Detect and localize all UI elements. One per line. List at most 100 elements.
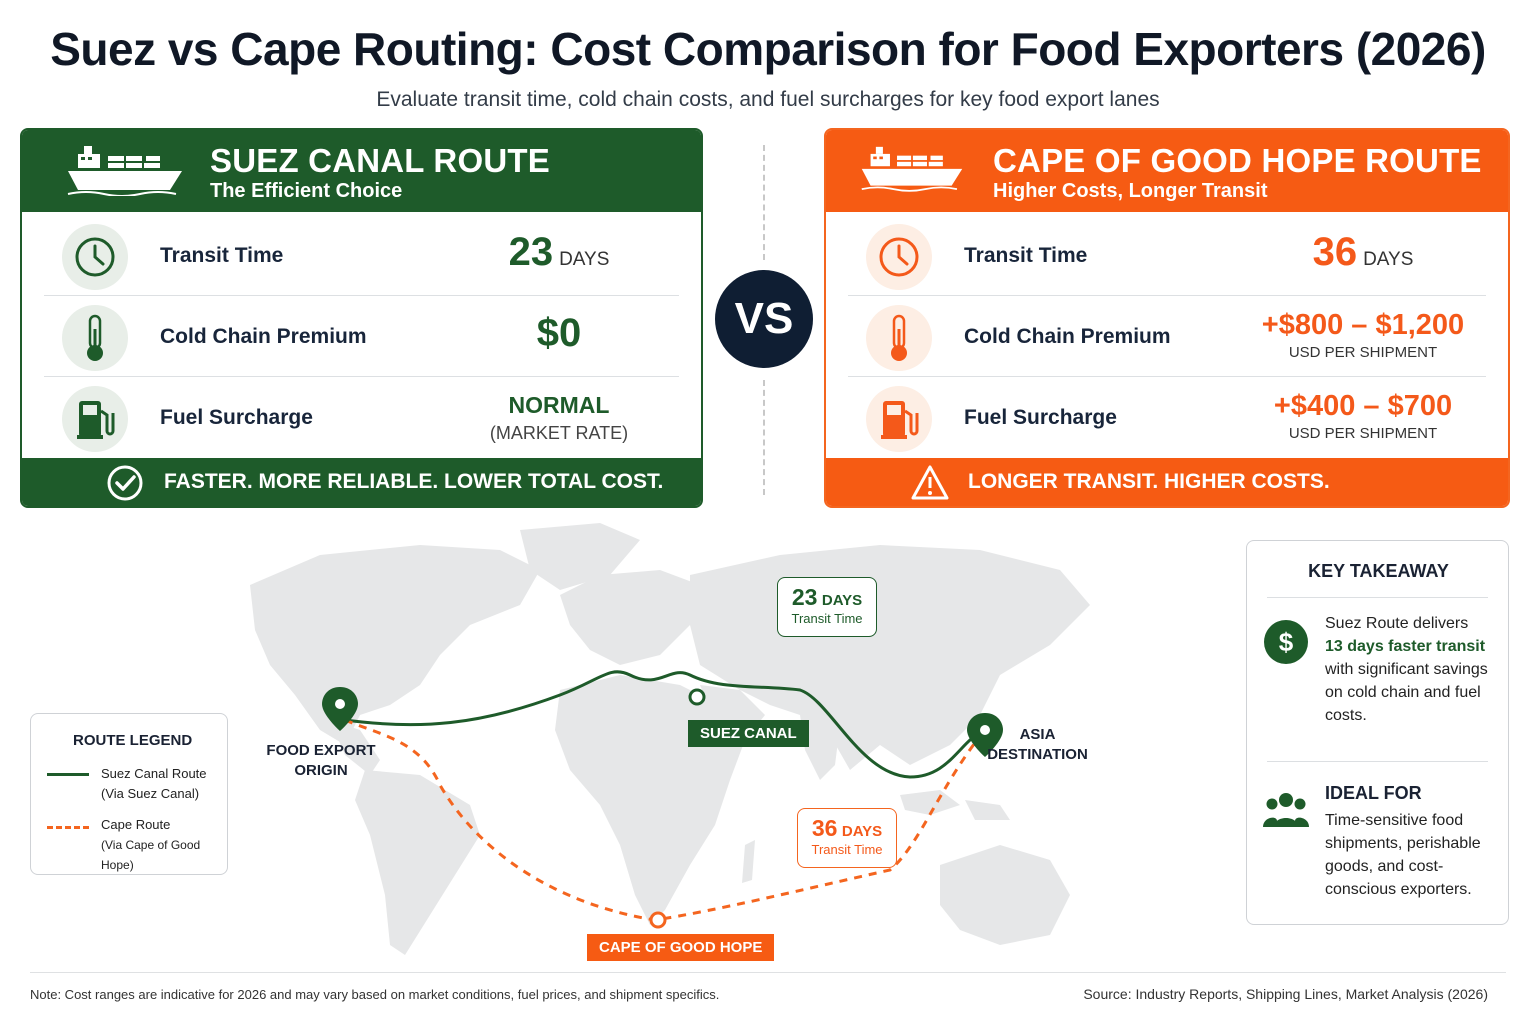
cape-fuel-label: Fuel Surcharge: [964, 406, 1117, 429]
cape-fuel-row: Fuel Surcharge +$400 – $700 USD PER SHIP…: [848, 378, 1486, 458]
cape-marker: [649, 911, 667, 929]
cape-fuel-value: +$400 – $700: [1273, 390, 1453, 422]
suez-cold-row: Cold Chain Premium $0: [44, 297, 679, 377]
map-pin-icon: [967, 713, 1003, 757]
origin-label: FOOD EXPORT ORIGIN: [266, 741, 376, 781]
cape-cold-value: +$800 – $1,200: [1261, 309, 1465, 341]
suez-canal-marker: [688, 688, 706, 706]
cape-card-subtitle: Higher Costs, Longer Transit: [993, 180, 1268, 202]
suez-canal-tag: SUEZ CANAL: [688, 720, 809, 747]
legend-cape-entry: Cape Route (Via Cape of Good Hope): [101, 815, 227, 875]
dollar-icon: $: [1264, 620, 1308, 664]
suez-cold-value-box: $0: [424, 311, 694, 356]
suez-footer-text: FASTER. MORE RELIABLE. LOWER TOTAL COST.: [164, 470, 664, 493]
footer-note: Note: Cost ranges are indicative for 202…: [30, 987, 720, 1002]
cape-of-good-hope-tag: CAPE OF GOOD HOPE: [587, 934, 775, 961]
cape-callout-unit: DAYS: [841, 823, 883, 840]
warning-icon: [911, 465, 949, 500]
destination-label-line1: ASIA: [1019, 726, 1056, 743]
suez-fuel-label: Fuel Surcharge: [160, 406, 313, 429]
suez-fuel-row: Fuel Surcharge NORMAL (MARKET RATE): [44, 378, 679, 458]
clock-icon: [62, 224, 128, 290]
fuel-pump-icon: [62, 386, 128, 452]
suez-transit-callout: 23 DAYS Transit Time: [777, 577, 877, 637]
takeaway-divider: [1267, 761, 1488, 762]
cape-callout-days: 36: [811, 815, 838, 841]
page-title: Suez vs Cape Routing: Cost Comparison fo…: [50, 23, 1486, 75]
cape-transit-unit: DAYS: [1363, 249, 1414, 270]
cape-fuel-value-box: +$400 – $700 USD PER SHIPMENT: [1228, 390, 1498, 442]
cape-cold-label: Cold Chain Premium: [964, 325, 1171, 348]
cape-card-footer: LONGER TRANSIT. HIGHER COSTS.: [826, 458, 1508, 506]
fuel-pump-icon: [866, 386, 932, 452]
origin-label-line1: FOOD EXPORT: [266, 742, 376, 759]
footer-source: Source: Industry Reports, Shipping Lines…: [1083, 986, 1488, 1002]
clock-icon: [866, 224, 932, 290]
thermometer-icon: [866, 305, 932, 371]
cape-transit-days: 36: [1312, 230, 1358, 274]
origin-label-line2: ORIGIN: [294, 762, 348, 779]
cape-cold-value-box: +$800 – $1,200 USD PER SHIPMENT: [1228, 309, 1498, 361]
suez-cold-value: $0: [536, 311, 582, 355]
cape-route-card: CAPE OF GOOD HOPE ROUTE Higher Costs, Lo…: [824, 128, 1510, 508]
cape-card-header: CAPE OF GOOD HOPE ROUTE Higher Costs, Lo…: [826, 130, 1508, 212]
suez-card-title: SUEZ CANAL ROUTE: [210, 142, 550, 179]
legend-suez-name: Suez Canal Route: [101, 766, 207, 781]
destination-label: ASIA DESTINATION: [985, 725, 1090, 765]
check-circle-icon: [107, 465, 143, 501]
cape-callout-text: Transit Time: [811, 842, 883, 857]
center-divider-top: [763, 145, 765, 260]
suez-fuel-value: NORMAL: [508, 392, 610, 418]
legend-suez-entry: Suez Canal Route (Via Suez Canal): [101, 764, 207, 804]
suez-callout-days: 23: [791, 584, 818, 610]
cape-fuel-note: USD PER SHIPMENT: [1288, 425, 1438, 442]
cape-cold-row: Cold Chain Premium +$800 – $1,200 USD PE…: [848, 297, 1486, 377]
people-icon: [1263, 793, 1309, 827]
page-subtitle: Evaluate transit time, cold chain costs,…: [376, 88, 1160, 111]
cape-card-title: CAPE OF GOOD HOPE ROUTE: [993, 142, 1482, 179]
suez-transit-label: Transit Time: [160, 244, 284, 267]
ship-icon: [67, 146, 182, 196]
suez-fuel-note: (MARKET RATE): [489, 423, 629, 443]
legend-cape-name: Cape Route: [101, 817, 171, 832]
suez-callout-text: Transit Time: [791, 611, 863, 626]
destination-label-line2: DESTINATION: [987, 746, 1088, 763]
center-divider-bottom: [763, 380, 765, 495]
ship-icon: [861, 146, 963, 192]
suez-callout-unit: DAYS: [821, 592, 863, 609]
cape-transit-value: 36 DAYS: [1228, 230, 1498, 275]
suez-fuel-value-box: NORMAL (MARKET RATE): [424, 392, 694, 444]
takeaway-summary: Suez Route delivers 13 days faster trans…: [1325, 612, 1505, 727]
footer-divider: [30, 972, 1506, 973]
cape-transit-label: Transit Time: [964, 244, 1088, 267]
legend-cape-sub: (Via Cape of Good Hope): [101, 838, 201, 872]
suez-card-subtitle: The Efficient Choice: [210, 180, 403, 202]
takeaway-divider: [1267, 597, 1488, 598]
suez-card-footer: FASTER. MORE RELIABLE. LOWER TOTAL COST.: [22, 458, 701, 506]
suez-route-line: [344, 670, 986, 779]
routes-overlay: [322, 670, 1003, 929]
thermometer-icon: [62, 305, 128, 371]
vs-badge: VS: [715, 270, 813, 368]
cape-transit-row: Transit Time 36 DAYS: [848, 216, 1486, 296]
legend-title: ROUTE LEGEND: [73, 732, 193, 749]
svg-text:$: $: [1279, 627, 1294, 657]
route-legend: ROUTE LEGEND Suez Canal Route (Via Suez …: [30, 713, 228, 875]
takeaway-line1: Suez Route delivers: [1325, 615, 1469, 632]
suez-cold-label: Cold Chain Premium: [160, 325, 367, 348]
suez-route-card: SUEZ CANAL ROUTE The Efficient Choice Tr…: [20, 128, 703, 508]
ideal-for-text: Time-sensitive food shipments, perishabl…: [1325, 812, 1481, 898]
cape-transit-callout: 36 DAYS Transit Time: [797, 808, 897, 868]
ideal-for-title: IDEAL FOR: [1325, 783, 1422, 803]
map-pin-icon: [322, 687, 358, 731]
suez-transit-row: Transit Time 23 DAYS: [44, 216, 679, 296]
cape-cold-note: USD PER SHIPMENT: [1288, 344, 1438, 361]
key-takeaway-panel: KEY TAKEAWAY $ Suez Route delivers 13 da…: [1246, 540, 1509, 925]
takeaway-line2: with significant savings on cold chain a…: [1325, 661, 1488, 724]
legend-cape-swatch: [47, 826, 89, 829]
suez-transit-value: 23 DAYS: [424, 230, 694, 275]
takeaway-highlight: 13 days faster transit: [1325, 638, 1486, 655]
suez-transit-days: 23: [508, 230, 554, 274]
cape-footer-text: LONGER TRANSIT. HIGHER COSTS.: [968, 470, 1330, 493]
suez-transit-unit: DAYS: [559, 249, 610, 270]
